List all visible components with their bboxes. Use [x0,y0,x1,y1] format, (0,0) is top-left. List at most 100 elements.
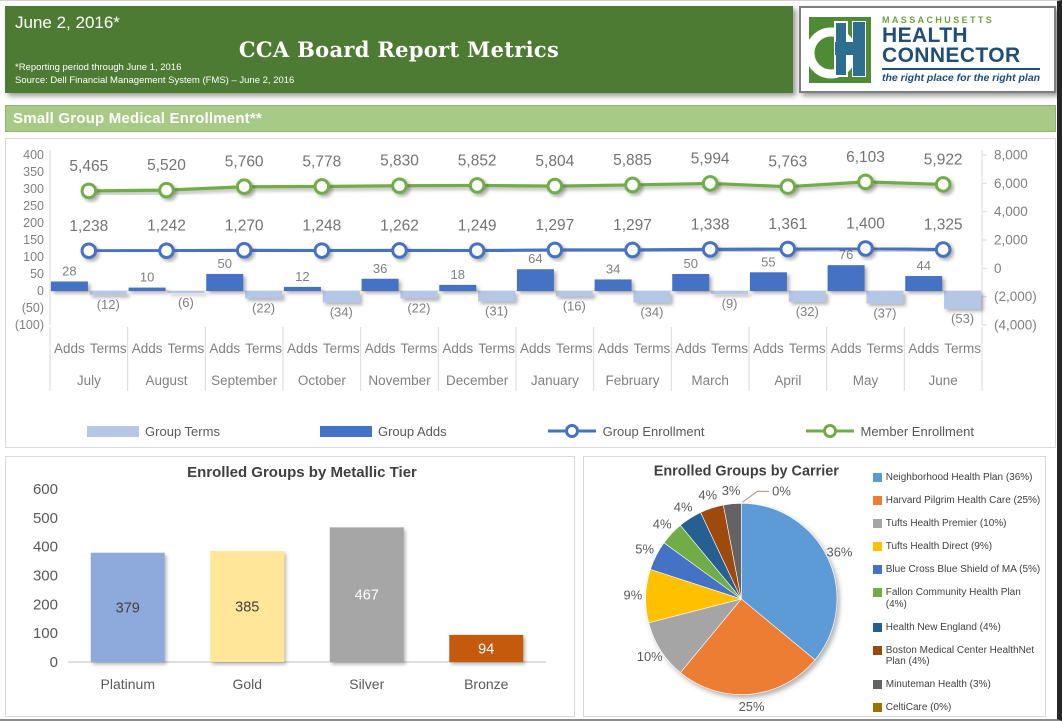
bar-bronze [449,634,524,662]
svg-text:Adds: Adds [908,341,939,356]
svg-text:200: 200 [23,216,44,230]
chart-title: Enrolled Groups by Carrier [654,463,840,479]
svg-text:1,361: 1,361 [768,216,807,233]
svg-text:200: 200 [33,596,58,613]
footnote-source: Source: Dell Financial Management System… [15,75,295,87]
svg-text:4,000: 4,000 [994,204,1028,219]
svg-text:Terms: Terms [323,341,360,356]
legend-swatch [872,680,882,689]
carrier-legend-item: Boston Medical Center HealthNet Plan (4%… [872,645,1041,668]
legend-label-group-enrollment: Group Enrollment [602,423,705,439]
carrier-legend-label: CeltiCare (0%) [885,702,952,713]
svg-text:250: 250 [23,199,44,213]
svg-text:0: 0 [50,654,58,671]
svg-text:September: September [211,373,278,388]
enrollment-combo-chart: 400350300250200150100500(50)(100)8,0006,… [15,148,1037,391]
pie-label-celticare: 0% [772,483,791,498]
category-label-bronze: Bronze [464,676,509,692]
carrier-legend-item: Tufts Health Direct (9%) [872,541,1041,553]
svg-text:150: 150 [23,233,44,247]
svg-text:44: 44 [917,258,931,273]
health-connector-logo: MASSACHUSETTS HEALTH CONNECTOR the right… [799,6,1056,93]
svg-text:34: 34 [606,261,620,276]
legend-swatch [872,473,882,482]
svg-text:300: 300 [33,568,58,585]
svg-text:Terms: Terms [867,341,904,356]
section-header-small-group-medical-enrollment: Small Group Medical Enrollment** [5,105,1056,132]
pie-label-tufts-health-direct: 9% [624,588,643,603]
legend-label-group-terms: Group Terms [145,423,220,439]
carrier-legend-item: CeltiCare (0%) [872,702,1041,714]
category-label-gold: Gold [232,676,262,692]
carrier-pie-chart-panel: Enrolled Groups by Carrier 36% 25% 10% 9% 5% 4… [583,456,1046,717]
pie-slice-harvard-pilgrim-health-care [679,598,816,695]
svg-text:Terms: Terms [789,341,826,356]
legend-label-member-enrollment: Member Enrollment [860,423,974,439]
pie-label-boston-medical-center-healthnet-plan: 4% [698,488,717,503]
svg-text:5,763: 5,763 [768,154,807,171]
svg-text:0: 0 [994,261,1002,276]
svg-text:Adds: Adds [209,341,240,356]
logo-region: MASSACHUSETTS [882,14,995,25]
svg-text:(100): (100) [15,318,44,332]
member-enrollment-line [80,173,952,200]
svg-text:64: 64 [528,251,542,266]
svg-text:Adds: Adds [753,341,784,356]
svg-text:Adds: Adds [54,341,85,356]
carrier-legend: Neighborhood Health Plan (36%) Harvard Pi… [872,457,1045,716]
logo-tagline: the right place for the right plan [882,72,1041,85]
svg-text:Adds: Adds [520,341,551,356]
svg-text:100: 100 [33,625,58,642]
svg-text:Terms: Terms [478,341,515,356]
pie-label-health-new-england: 4% [674,499,693,514]
svg-text:400: 400 [33,539,58,556]
y-axis-labels: 600 500 400 300 200 100 0 [33,481,58,671]
svg-text:November: November [368,373,431,388]
svg-text:2,000: 2,000 [994,233,1028,248]
group-terms-swatch [87,425,140,437]
svg-text:5,830: 5,830 [380,153,419,170]
svg-text:(37): (37) [873,306,896,321]
svg-text:(9): (9) [722,296,738,311]
svg-text:October: October [298,373,347,388]
svg-text:55: 55 [761,254,775,269]
svg-text:(32): (32) [796,304,819,319]
legend-item-group-enrollment: Group Enrollment [547,423,705,439]
svg-text:50: 50 [30,267,44,281]
svg-text:(22): (22) [252,300,275,315]
legend-swatch [872,588,882,597]
carrier-legend-label: Blue Cross Blue Shield of MA (5%) [885,564,1041,575]
svg-text:1,238: 1,238 [69,218,108,235]
svg-text:5,520: 5,520 [147,157,186,174]
legend-swatch [872,645,882,655]
logo-name-line2: CONNECTOR [882,43,1021,67]
logo-divider [882,68,1041,71]
svg-text:(53): (53) [951,311,974,326]
bar-silver [329,527,404,662]
pie-label-blue-cross-blue-shield-of-ma: 5% [635,542,654,557]
pie-label-tufts-health-premier: 10% [637,649,663,664]
svg-text:Adds: Adds [132,341,163,356]
svg-text:350: 350 [23,165,44,179]
carrier-legend-item: Blue Cross Blue Shield of MA (5%) [872,564,1041,576]
svg-text:36: 36 [373,261,387,276]
svg-text:August: August [145,373,187,388]
carrier-legend-item: Fallon Community Health Plan (4%) [872,587,1041,610]
svg-text:March: March [691,373,729,388]
legend-item-group-terms: Group Terms [87,424,220,439]
enrollment-combo-chart-panel: 400 350 300 250 200 150 100 50 0 (50) (100) 8,000 6,… [5,138,1056,448]
legend-swatch [872,565,882,574]
report-footnotes: *Reporting period through June 1, 2016 S… [15,62,294,88]
logo-text: MASSACHUSETTS HEALTH CONNECTOR the right… [882,14,1041,85]
svg-text:400: 400 [23,148,44,162]
legend-swatch [872,622,882,632]
footnote-reporting-period: *Reporting period through June 1, 2016 [15,62,182,74]
legend-swatch [872,703,882,712]
combo-chart-legend: Group Terms Group Adds Group Enrollment … [6,423,1055,439]
svg-text:1,297: 1,297 [613,217,652,234]
svg-text:1,325: 1,325 [924,217,963,234]
report-header: June 2, 2016* CCA Board Report Metrics *… [5,6,793,93]
group-enrollment-line-marker [547,424,596,438]
svg-text:June: June [929,373,958,388]
